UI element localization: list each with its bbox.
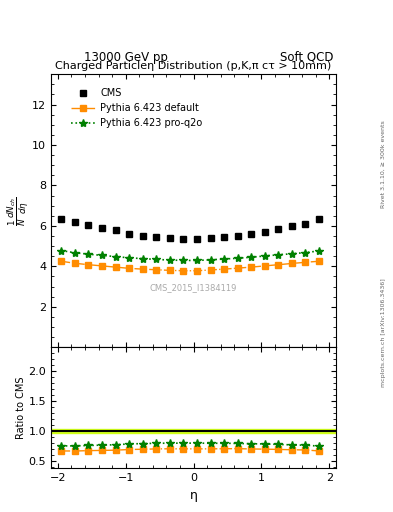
Text: CMS_2015_I1384119: CMS_2015_I1384119: [150, 283, 237, 292]
Y-axis label: Ratio to CMS: Ratio to CMS: [16, 377, 26, 439]
X-axis label: η: η: [189, 489, 198, 502]
Text: mcplots.cern.ch [arXiv:1306.3436]: mcplots.cern.ch [arXiv:1306.3436]: [381, 279, 386, 387]
Title: Charged Particleη Distribution (p,K,π cτ > 10mm): Charged Particleη Distribution (p,K,π cτ…: [55, 61, 332, 71]
Bar: [51, 429, 336, 433]
Text: Rivet 3.1.10, ≥ 300k events: Rivet 3.1.10, ≥ 300k events: [381, 120, 386, 208]
Text: 13000 GeV pp: 13000 GeV pp: [84, 51, 168, 64]
Text: Soft QCD: Soft QCD: [280, 51, 333, 64]
Y-axis label: $\frac{1}{N}\frac{dN_{ch}}{d\eta}$: $\frac{1}{N}\frac{dN_{ch}}{d\eta}$: [6, 196, 31, 226]
Legend: CMS, Pythia 6.423 default, Pythia 6.423 pro-q2o: CMS, Pythia 6.423 default, Pythia 6.423 …: [67, 84, 207, 132]
